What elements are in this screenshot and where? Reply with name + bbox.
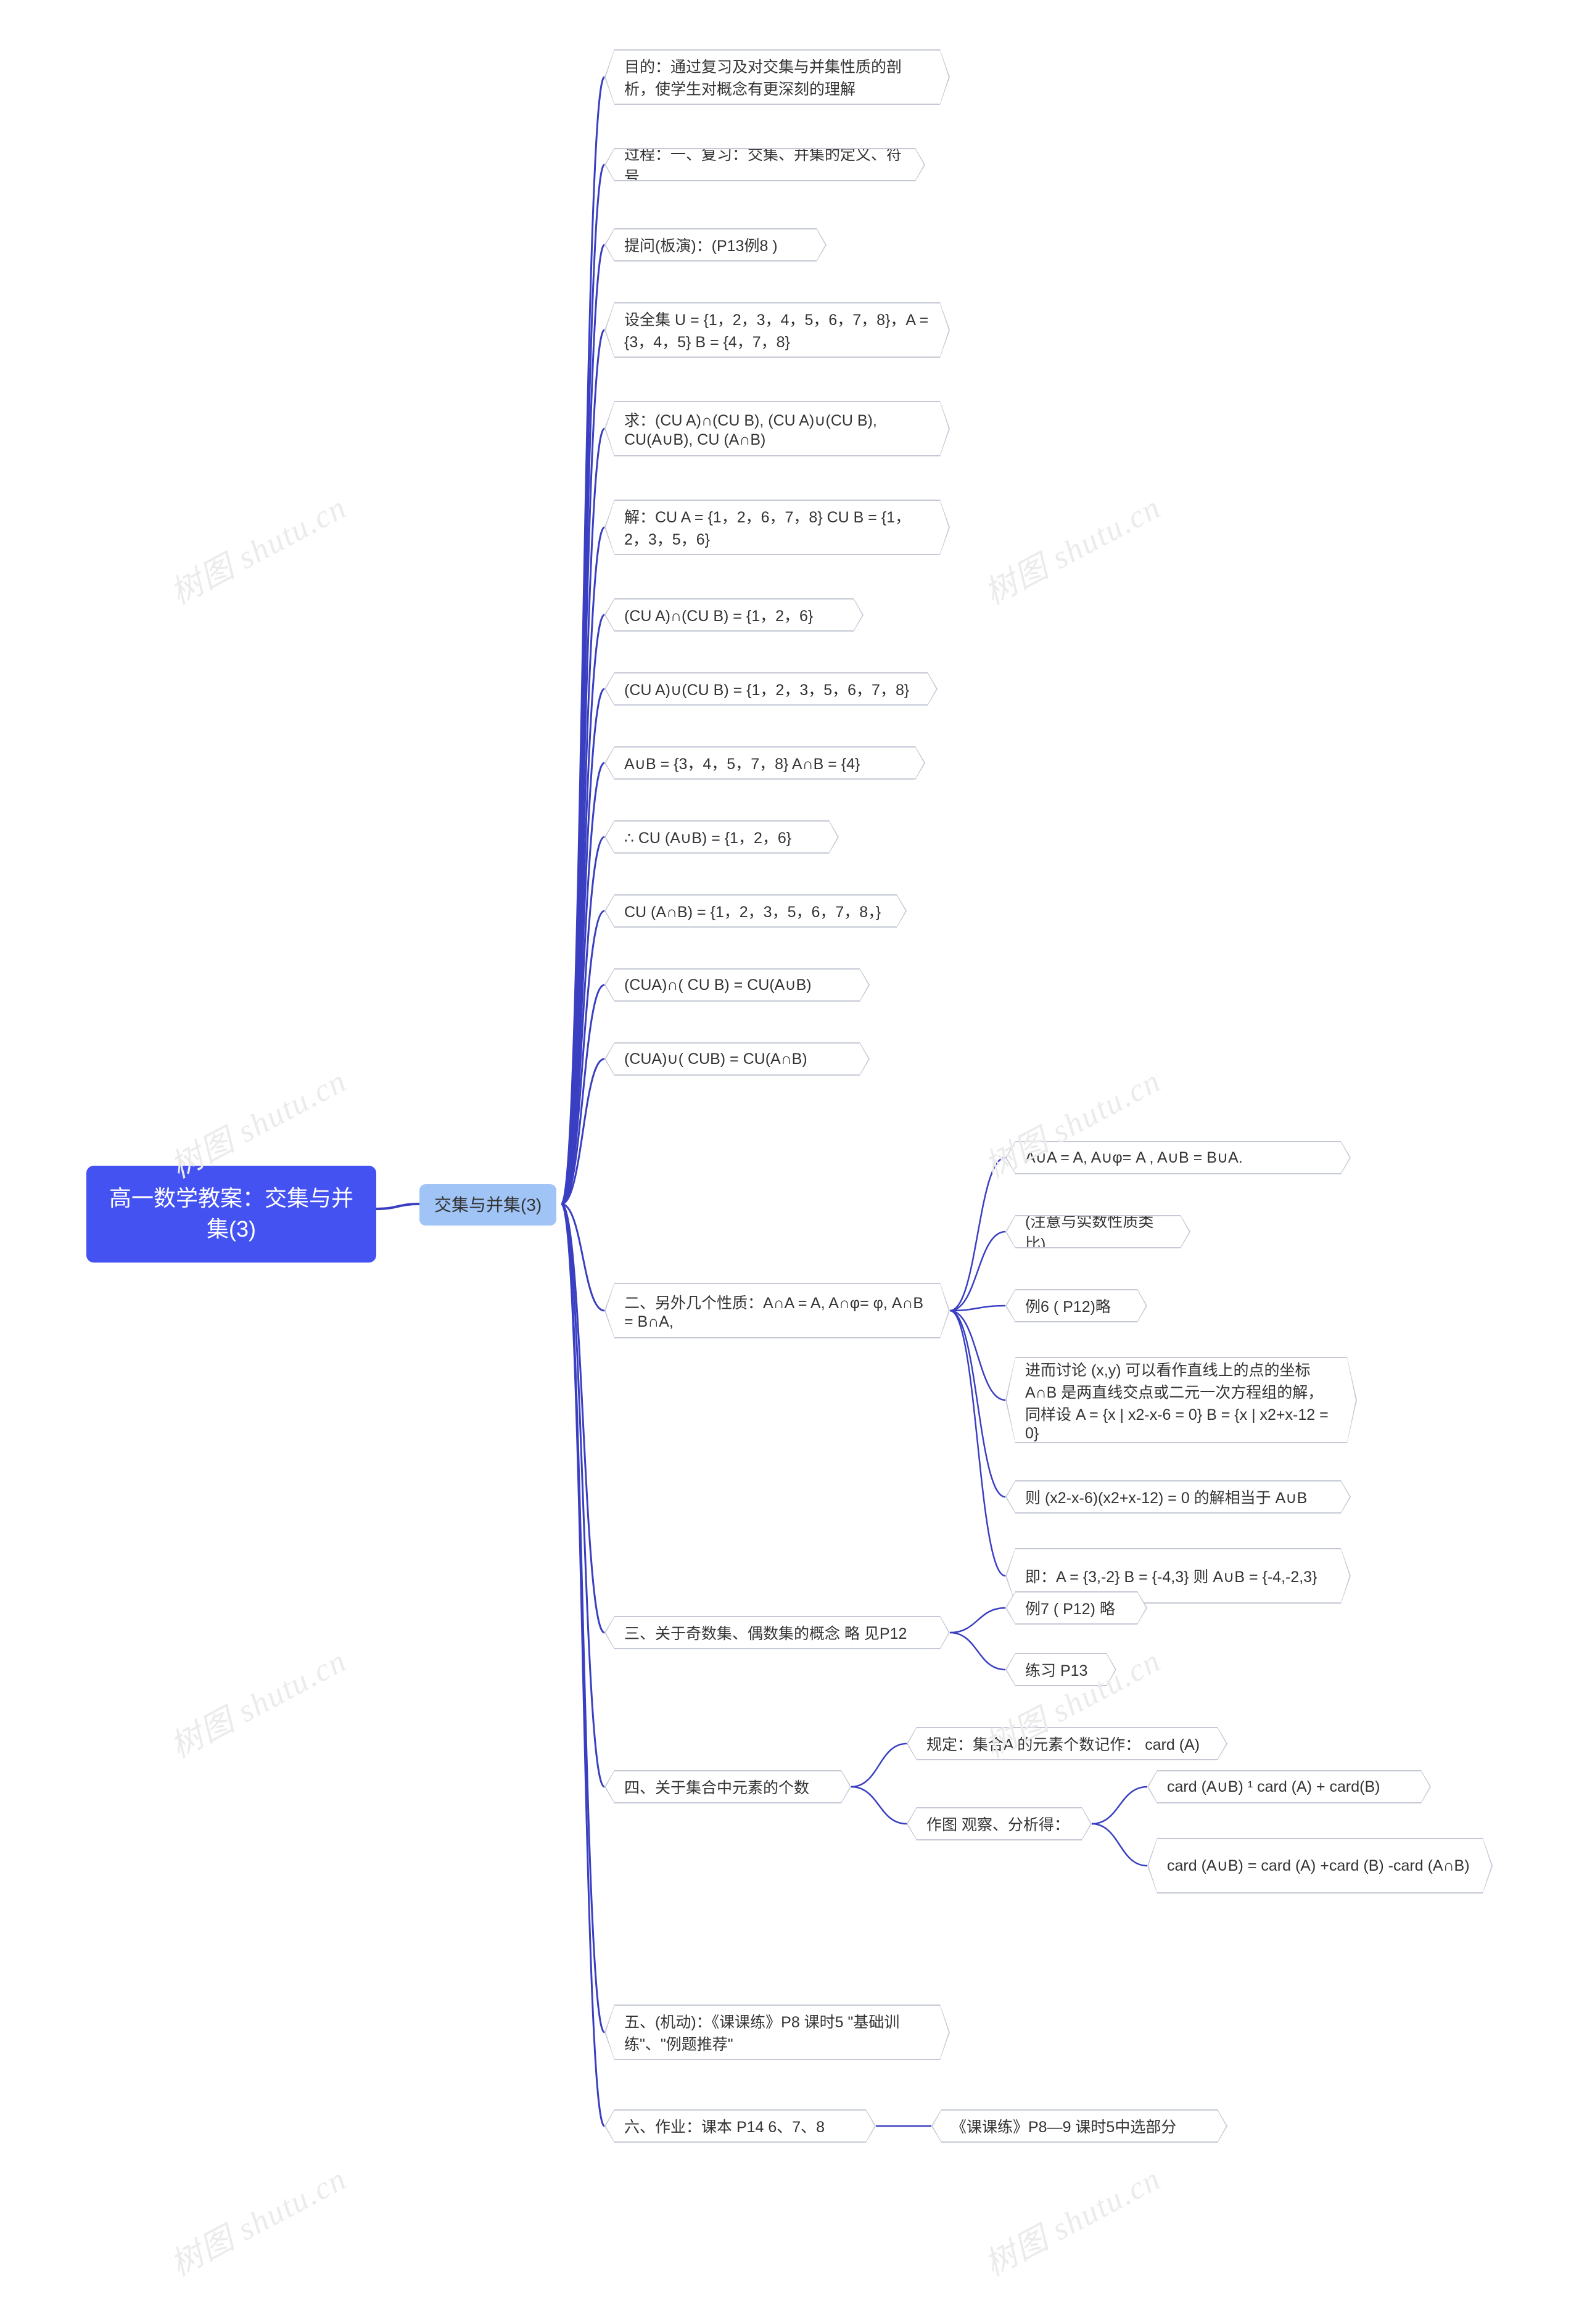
sub-node[interactable]: 交集与并集(3) xyxy=(419,1184,556,1226)
mindmap-node[interactable]: 四、关于集合中元素的个数 xyxy=(604,1770,851,1803)
mindmap-node[interactable]: (CU A)∪(CU B) = {1，2，3，5，6，7，8} xyxy=(604,672,938,706)
node-label: 四、关于集合中元素的个数 xyxy=(606,1771,850,1802)
mindmap-node[interactable]: 规定：集合A 的元素个数记作： card (A) xyxy=(907,1727,1227,1760)
node-label: 二、另外几个性质：A∩A = A, A∩φ= φ, A∩B = B∩A, xyxy=(606,1284,949,1337)
mindmap-node[interactable]: 求：(CU A)∩(CU B), (CU A)∪(CU B), CU(A∪B),… xyxy=(604,401,950,456)
mindmap-node[interactable]: 目的：通过复习及对交集与并集性质的剖析，使学生对概念有更深刻的理解 xyxy=(604,49,950,105)
node-label: 解：CU A = {1，2，6，7，8} CU B = {1，2，3，5，6} xyxy=(606,501,949,554)
node-label: card (A∪B) ¹ card (A) + card(B) xyxy=(1148,1771,1430,1802)
node-label: A∪B = {3，4，5，7，8} A∩B = {4} xyxy=(606,748,924,778)
mindmap-node[interactable]: card (A∪B) = card (A) +card (B) -card (A… xyxy=(1147,1838,1493,1893)
mindmap-node[interactable]: A∪B = {3，4，5，7，8} A∩B = {4} xyxy=(604,746,925,780)
mindmap-node[interactable]: 例7 ( P12) 略 xyxy=(1005,1591,1147,1625)
node-label: 五、(机动)：《课课练》P8 课时5 "基础训练"、"例题推荐" xyxy=(606,2006,949,2059)
mindmap-node[interactable]: (CUA)∩( CU B) = CU(A∪B) xyxy=(604,968,870,1002)
node-label: 进而讨论 (x,y) 可以看作直线上的点的坐标A∩B 是两直线交点或二元一次方程… xyxy=(1007,1358,1356,1442)
node-label: ∴ CU (A∪B) = {1，2，6} xyxy=(606,822,838,852)
node-label: (CUA)∩( CU B) = CU(A∪B) xyxy=(606,970,868,1000)
mindmap-node[interactable]: 提问(板演)：(P13例8 ) xyxy=(604,228,827,262)
node-label: CU (A∩B) = {1，2，3，5，6，7，8，} xyxy=(606,896,905,926)
node-label: 作图 观察、分析得： xyxy=(908,1808,1090,1839)
mindmap-node[interactable]: (CUA)∪( CUB) = CU(A∩B) xyxy=(604,1042,870,1076)
mindmap-node[interactable]: CU (A∩B) = {1，2，3，5，6，7，8，} xyxy=(604,894,907,928)
mindmap-node[interactable]: 三、关于奇数集、偶数集的概念 略 见P12 xyxy=(604,1616,950,1649)
node-label: (注意与实数性质类比) xyxy=(1007,1216,1189,1247)
mindmap-node[interactable]: (CU A)∩(CU B) = {1，2，6} xyxy=(604,598,864,632)
mindmap-node[interactable]: 进而讨论 (x,y) 可以看作直线上的点的坐标A∩B 是两直线交点或二元一次方程… xyxy=(1005,1357,1357,1443)
mindmap-node[interactable]: 作图 观察、分析得： xyxy=(907,1807,1092,1840)
mindmap-node[interactable]: A∪A = A, A∪φ= A , A∪B = B∪A. xyxy=(1005,1141,1351,1174)
mindmap-node[interactable]: (注意与实数性质类比) xyxy=(1005,1215,1190,1248)
mindmap-node[interactable]: 解：CU A = {1，2，6，7，8} CU B = {1，2，3，5，6} xyxy=(604,500,950,555)
node-label: 过程：一、复习：交集、并集的定义、符号 xyxy=(606,149,924,180)
mindmap-node[interactable]: 五、(机动)：《课课练》P8 课时5 "基础训练"、"例题推荐" xyxy=(604,2005,950,2060)
mindmap-node[interactable]: 二、另外几个性质：A∩A = A, A∩φ= φ, A∩B = B∩A, xyxy=(604,1283,950,1338)
node-label: 设全集 U = {1，2，3，4，5，6，7，8}，A = {3，4，5} B … xyxy=(606,303,949,356)
node-label: 《课课练》P8—9 课时5中选部分 xyxy=(933,2111,1226,2141)
mindmap-node[interactable]: 《课课练》P8—9 课时5中选部分 xyxy=(931,2109,1227,2143)
node-label: A∪A = A, A∪φ= A , A∪B = B∪A. xyxy=(1007,1142,1350,1173)
mindmap-node[interactable]: card (A∪B) ¹ card (A) + card(B) xyxy=(1147,1770,1431,1803)
mindmap-node[interactable]: 设全集 U = {1，2，3，4，5，6，7，8}，A = {3，4，5} B … xyxy=(604,302,950,358)
node-label: card (A∪B) = card (A) +card (B) -card (A… xyxy=(1148,1839,1491,1892)
node-label: 例7 ( P12) 略 xyxy=(1007,1593,1146,1623)
mindmap-node[interactable]: 例6 ( P12)略 xyxy=(1005,1289,1147,1322)
node-label: 求：(CU A)∩(CU B), (CU A)∪(CU B), CU(A∪B),… xyxy=(606,402,949,455)
node-label: 提问(板演)：(P13例8 ) xyxy=(606,229,825,260)
mindmap-node[interactable]: 六、作业：课本 P14 6、7、8 xyxy=(604,2109,876,2143)
mindmap-node[interactable]: 过程：一、复习：交集、并集的定义、符号 xyxy=(604,148,925,181)
node-label: 规定：集合A 的元素个数记作： card (A) xyxy=(908,1728,1226,1759)
node-label: 则 (x2-x-6)(x2+x-12) = 0 的解相当于 A∪B xyxy=(1007,1481,1350,1512)
node-label: 三、关于奇数集、偶数集的概念 略 见P12 xyxy=(606,1617,949,1648)
node-label: (CUA)∪( CUB) = CU(A∩B) xyxy=(606,1044,868,1074)
mindmap-node[interactable]: 则 (x2-x-6)(x2+x-12) = 0 的解相当于 A∪B xyxy=(1005,1480,1351,1514)
node-label: (CU A)∩(CU B) = {1，2，6} xyxy=(606,600,862,630)
node-label: 六、作业：课本 P14 6、7、8 xyxy=(606,2111,875,2141)
node-label: 练习 P13 xyxy=(1007,1654,1115,1685)
node-label: (CU A)∪(CU B) = {1，2，3，5，6，7，8} xyxy=(606,674,936,704)
root-node[interactable]: 高一数学教案：交集与并集(3) xyxy=(86,1166,376,1263)
mindmap-node[interactable]: ∴ CU (A∪B) = {1，2，6} xyxy=(604,820,839,854)
node-label: 例6 ( P12)略 xyxy=(1007,1290,1146,1321)
mindmap-node[interactable]: 练习 P13 xyxy=(1005,1653,1116,1686)
node-label: 目的：通过复习及对交集与并集性质的剖析，使学生对概念有更深刻的理解 xyxy=(606,51,949,104)
